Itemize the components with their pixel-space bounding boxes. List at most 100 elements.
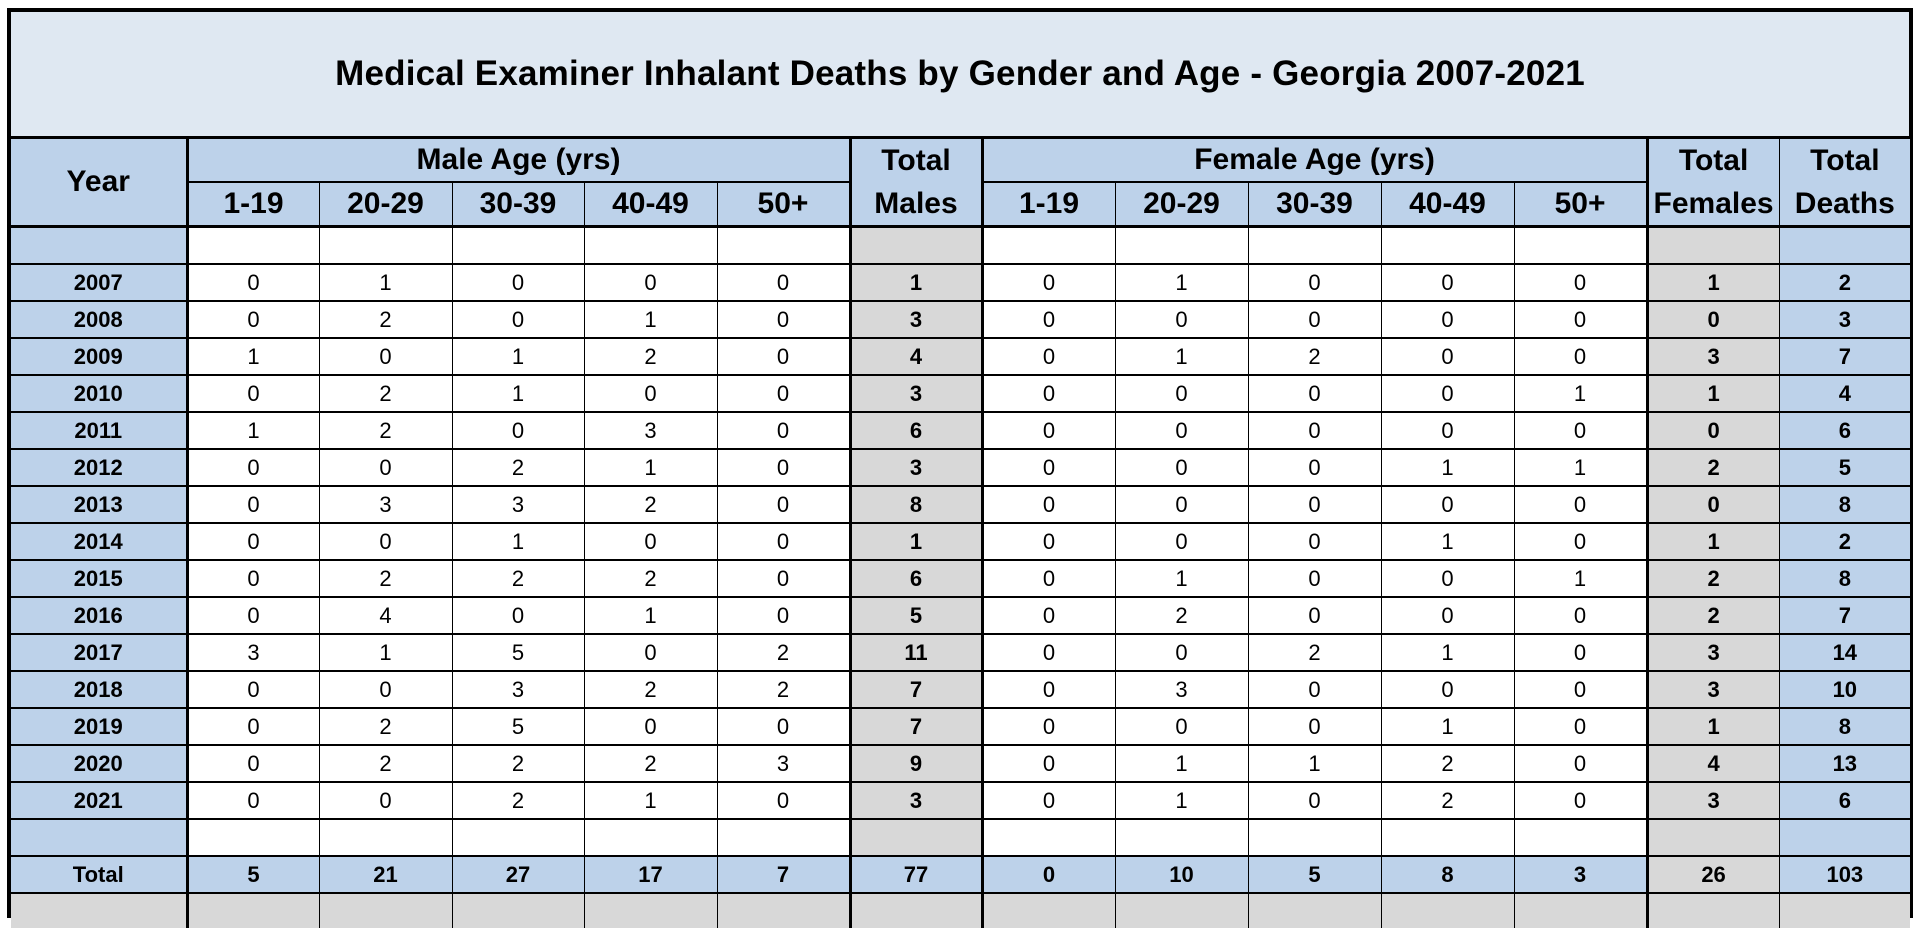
year-cell: 2008	[11, 300, 187, 338]
male-count-cell: 2	[318, 411, 452, 449]
table-row: 2017 3 1 5 0 2 11 0 0 2 1 0 3 14	[11, 633, 1911, 671]
male-count-cell: 3	[451, 485, 584, 523]
female-count-cell: 0	[980, 633, 1115, 671]
female-count-cell: 0	[1114, 485, 1248, 523]
table-row: 2009 1 0 1 2 0 4 0 1 2 0 0 3 7	[11, 337, 1911, 375]
female-total-cell: 10	[1114, 855, 1248, 893]
female-count-cell: 0	[1513, 485, 1648, 523]
female-count-cell: 1	[1114, 337, 1248, 375]
total-deaths-cell: 7	[1778, 596, 1911, 634]
female-count-cell: 2	[1247, 337, 1381, 375]
female-count-cell: 0	[980, 374, 1115, 412]
total-deaths-cell: 2	[1778, 263, 1911, 301]
male-total-cell: 17	[583, 855, 717, 893]
total-males-cell: 6	[848, 559, 982, 597]
header-female-age: 20-29	[1114, 182, 1248, 228]
total-females-cell: 2	[1645, 596, 1780, 634]
male-count-cell: 1	[318, 633, 452, 671]
female-total-cell: 3	[1513, 855, 1648, 893]
total-deaths-cell: 8	[1778, 707, 1911, 745]
female-count-cell: 0	[980, 781, 1115, 819]
table-row: 2011 1 2 0 3 0 6 0 0 0 0 0 0 6	[11, 411, 1911, 449]
male-count-cell: 1	[451, 374, 584, 412]
table-row: 2010 0 2 1 0 0 3 0 0 0 0 1 1 4	[11, 374, 1911, 412]
female-count-cell: 2	[1380, 781, 1514, 819]
male-count-cell: 0	[716, 374, 850, 412]
female-count-cell: 0	[1380, 300, 1514, 338]
male-count-cell: 0	[185, 522, 319, 560]
total-males-cell: 9	[848, 744, 982, 782]
year-cell: 2015	[11, 559, 187, 597]
female-count-cell: 0	[1247, 448, 1381, 486]
male-count-cell: 2	[318, 707, 452, 745]
female-count-cell: 0	[1513, 596, 1648, 634]
male-count-cell: 2	[583, 670, 717, 708]
female-count-cell: 0	[980, 485, 1115, 523]
female-count-cell: 2	[1114, 596, 1248, 634]
total-females-cell: 3	[1645, 633, 1780, 671]
table-row: 2012 0 0 2 1 0 3 0 0 0 1 1 2 5	[11, 448, 1911, 486]
male-count-cell: 1	[185, 411, 319, 449]
total-deaths-cell: 6	[1778, 781, 1911, 819]
table-row: 2021 0 0 2 1 0 3 0 1 0 2 0 3 6	[11, 781, 1911, 819]
year-cell: 2016	[11, 596, 187, 634]
male-total-cell: 21	[318, 855, 452, 893]
male-count-cell: 0	[716, 596, 850, 634]
male-count-cell: 1	[583, 596, 717, 634]
header-male-age: 40-49	[583, 182, 717, 228]
year-cell: 2009	[11, 337, 187, 375]
female-count-cell: 1	[1380, 522, 1514, 560]
deaths-table: Year Male Age (yrs) Total Female Age (yr…	[11, 139, 1911, 928]
table-row: 2008 0 2 0 1 0 3 0 0 0 0 0 0 3	[11, 300, 1911, 338]
header-total-males-line1: Total	[848, 139, 982, 182]
male-count-cell: 0	[716, 411, 850, 449]
total-deaths-cell: 14	[1778, 633, 1911, 671]
male-count-cell: 2	[318, 744, 452, 782]
female-count-cell: 0	[980, 300, 1115, 338]
year-cell: 2011	[11, 411, 187, 449]
year-cell: 2014	[11, 522, 187, 560]
male-count-cell: 0	[583, 522, 717, 560]
total-males-cell: 5	[848, 596, 982, 634]
header-row-group: Year Male Age (yrs) Total Female Age (yr…	[11, 139, 1911, 228]
total-deaths-sum-cell: 103	[1778, 855, 1911, 893]
female-count-cell: 0	[1247, 374, 1381, 412]
total-males-cell: 8	[848, 485, 982, 523]
total-females-cell: 1	[1645, 263, 1780, 301]
male-count-cell: 0	[318, 670, 452, 708]
female-count-cell: 0	[1513, 300, 1648, 338]
female-count-cell: 0	[1114, 633, 1248, 671]
female-count-cell: 1	[1513, 374, 1648, 412]
female-count-cell: 1	[1513, 448, 1648, 486]
header-total-males-line2: Males	[848, 182, 982, 228]
table-row: 2013 0 3 3 2 0 8 0 0 0 0 0 0 8	[11, 485, 1911, 523]
total-females-cell: 4	[1645, 744, 1780, 782]
male-count-cell: 0	[583, 374, 717, 412]
header-male-age: 20-29	[318, 182, 452, 228]
year-cell: 2012	[11, 448, 187, 486]
female-count-cell: 0	[1513, 633, 1648, 671]
total-deaths-cell: 8	[1778, 559, 1911, 597]
table-body: 2007 0 1 0 0 0 1 0 1 0 0 0 1 2 2008 0 2 0 1 0 3 0 0 0 0 0 0 3 2009 1 0…	[11, 225, 1911, 928]
total-females-cell: 1	[1645, 707, 1780, 745]
male-count-cell: 1	[583, 448, 717, 486]
female-count-cell: 0	[980, 596, 1115, 634]
female-count-cell: 2	[1247, 633, 1381, 671]
total-males-cell: 6	[848, 411, 982, 449]
female-count-cell: 0	[1247, 485, 1381, 523]
female-total-cell: 0	[980, 855, 1115, 893]
total-males-cell: 3	[848, 781, 982, 819]
female-count-cell: 0	[1247, 596, 1381, 634]
male-count-cell: 0	[185, 374, 319, 412]
total-females-cell: 0	[1645, 485, 1780, 523]
total-males-cell: 1	[848, 263, 982, 301]
header-male-age: 30-39	[451, 182, 584, 228]
female-total-cell: 8	[1380, 855, 1514, 893]
male-count-cell: 0	[583, 633, 717, 671]
inhalant-deaths-sheet: Medical Examiner Inhalant Deaths by Gend…	[7, 8, 1913, 928]
male-count-cell: 1	[185, 337, 319, 375]
female-count-cell: 0	[1513, 670, 1648, 708]
total-females-cell: 0	[1645, 300, 1780, 338]
header-male-age: 1-19	[185, 182, 319, 228]
female-count-cell: 0	[1513, 411, 1648, 449]
